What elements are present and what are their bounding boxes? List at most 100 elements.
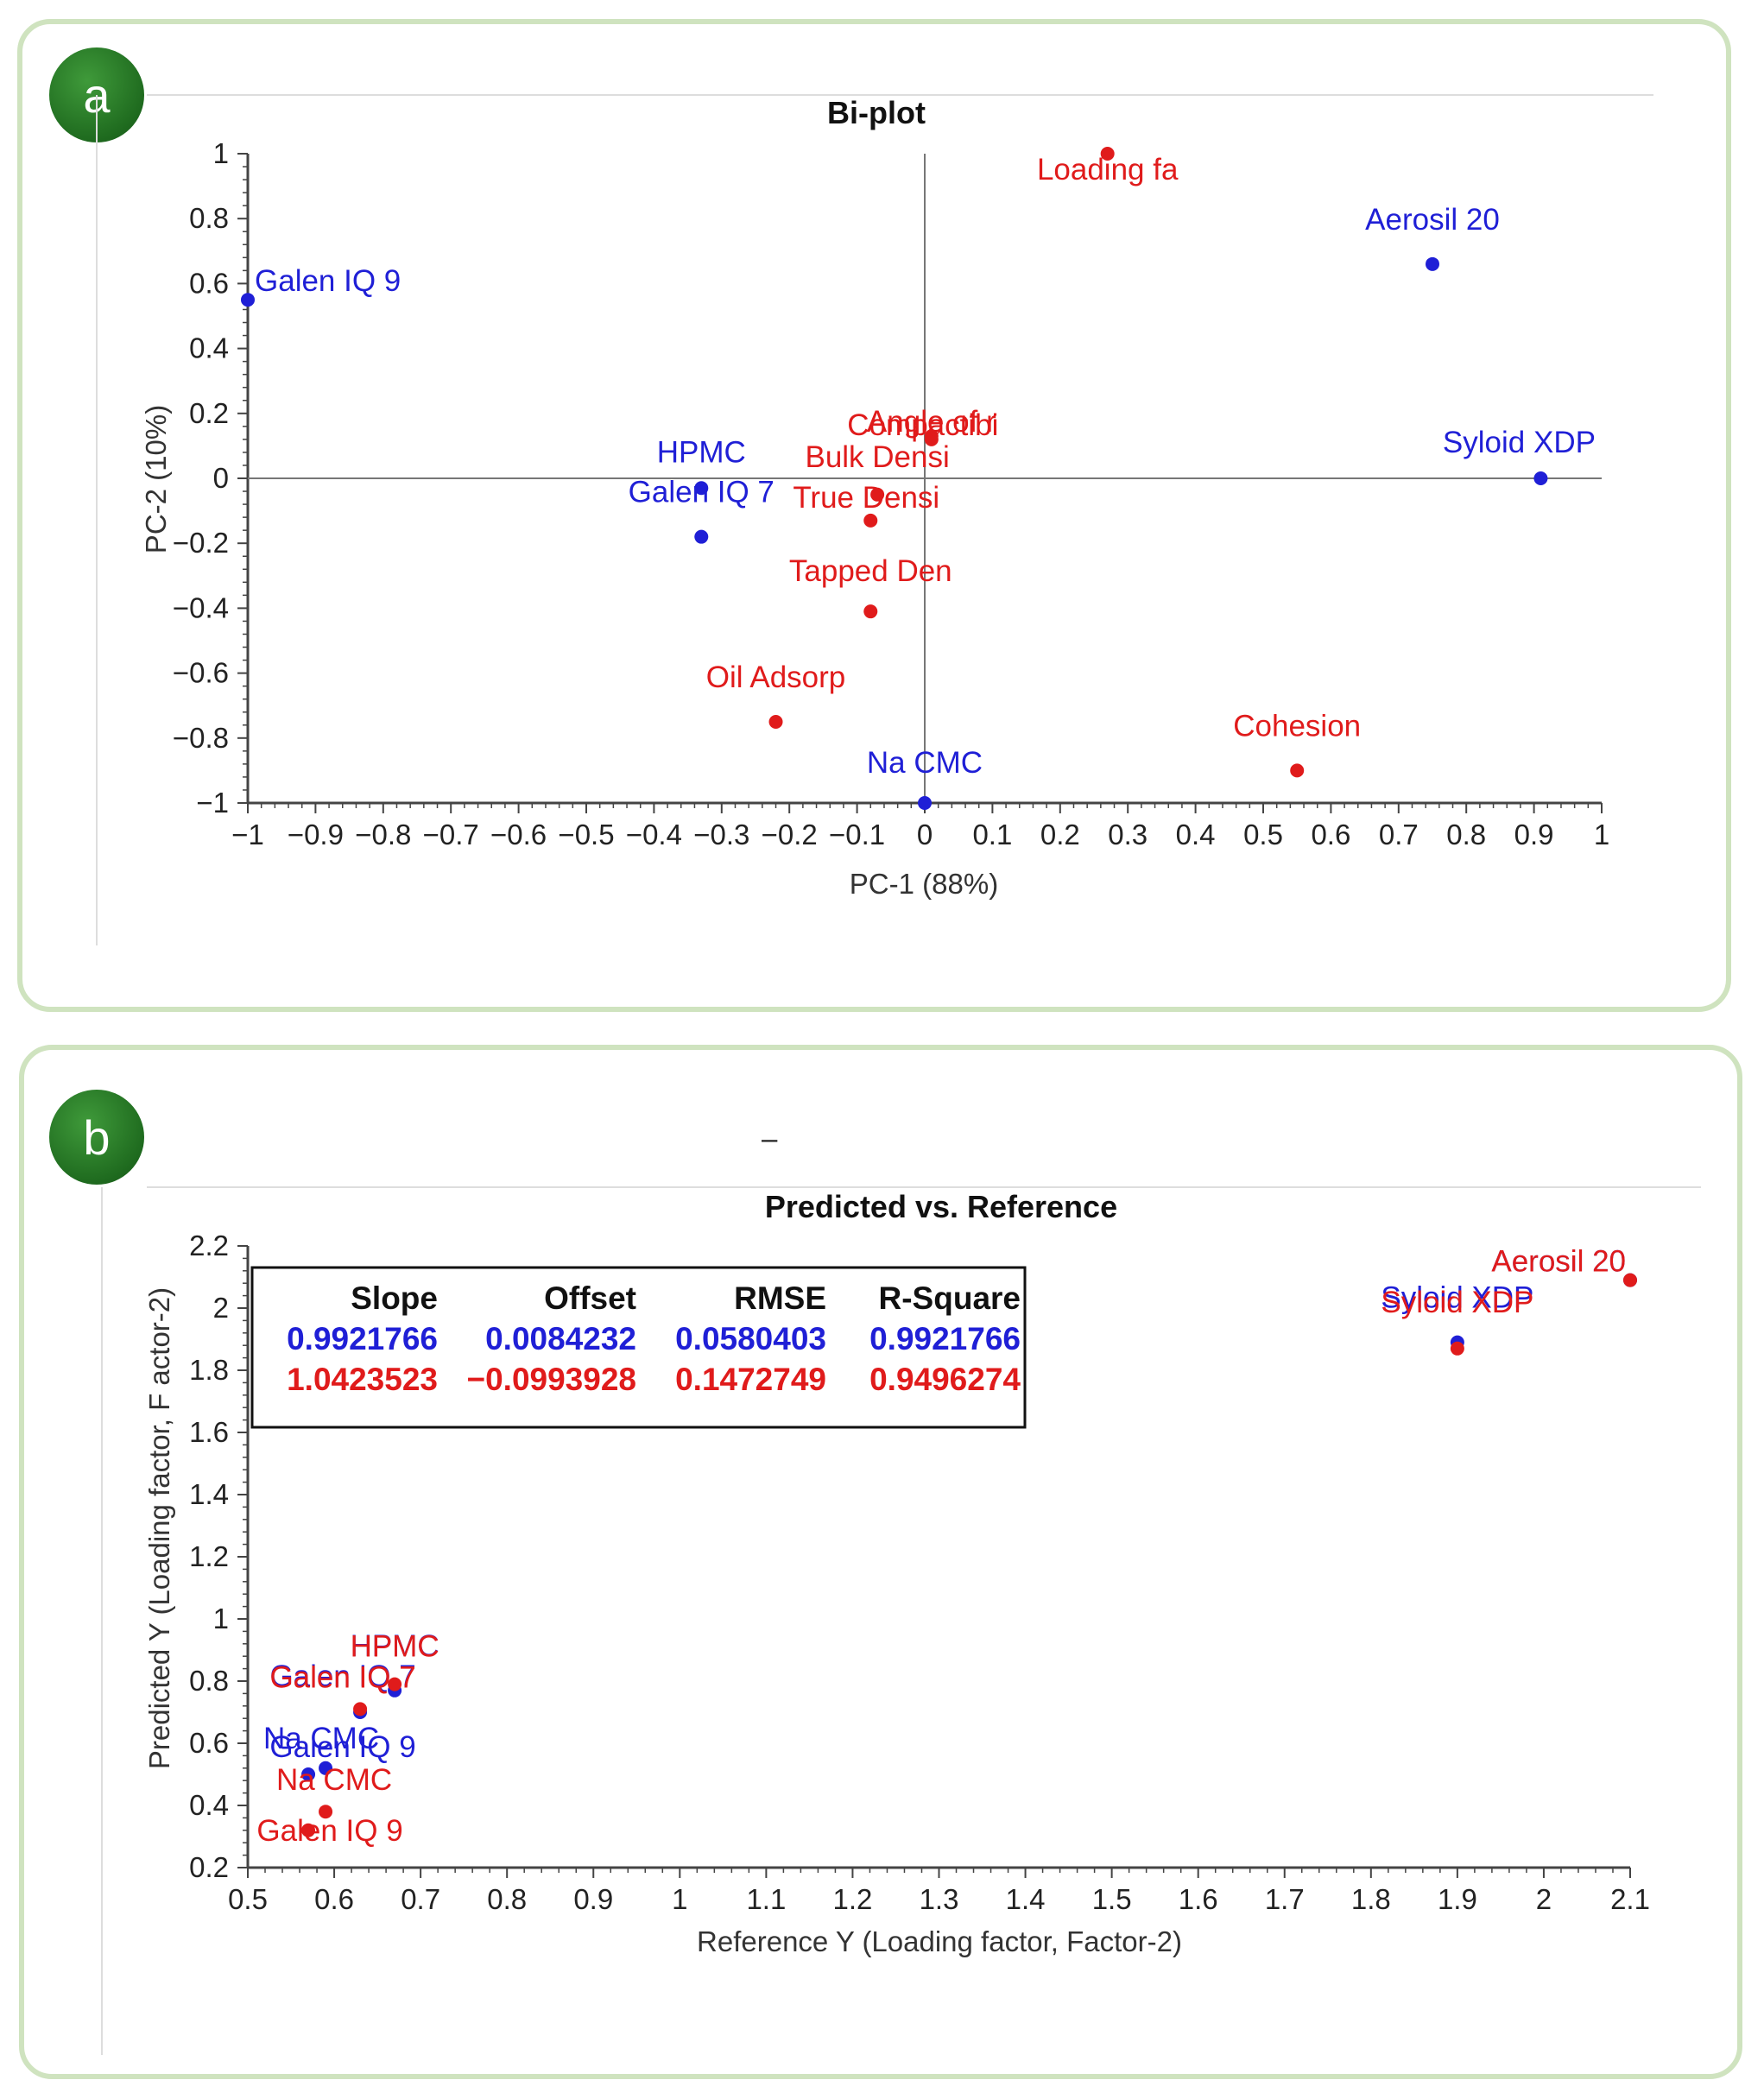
- y-tick-label: −0.6: [173, 657, 229, 689]
- x-tick-label: −0.6: [490, 819, 547, 850]
- x-tick-label: 0.7: [401, 1883, 440, 1915]
- x-tick-label: 2: [1536, 1883, 1552, 1915]
- stats-header: Slope: [351, 1280, 438, 1316]
- panel-b-badge: b: [49, 1090, 144, 1185]
- data-point-loadings: [863, 513, 878, 528]
- stats-header: Offset: [544, 1280, 636, 1316]
- chart-a-title: Bi-plot: [827, 95, 926, 130]
- stats-value: 0.9496274: [869, 1362, 1021, 1397]
- x-tick-label: 1.2: [833, 1883, 873, 1915]
- panel-b: [19, 1045, 1742, 2079]
- chart-b-ylabel: Predicted Y (Loading factor, F actor-2): [143, 1287, 175, 1769]
- data-point-validation: [319, 1805, 333, 1819]
- x-tick-label: 2.1: [1610, 1883, 1650, 1915]
- x-tick-label: 0.1: [972, 819, 1012, 850]
- x-tick-label: 0.8: [487, 1883, 527, 1915]
- data-point-scores: [241, 293, 255, 307]
- point-label: Aerosil 20: [1491, 1245, 1626, 1279]
- panel-b-stray-mark: –: [762, 1122, 778, 1154]
- point-label: Na CMC: [263, 1722, 379, 1755]
- y-tick-label: 2: [213, 1292, 229, 1324]
- point-label: Galen IQ 7: [629, 476, 775, 509]
- point-label: Tapped Den: [789, 554, 952, 588]
- y-tick-label: 1.2: [189, 1540, 229, 1572]
- y-tick-label: 0.6: [189, 1727, 229, 1759]
- point-label: Galen IQ 7: [269, 1660, 415, 1694]
- x-tick-label: −0.9: [288, 819, 344, 850]
- data-point-scores: [694, 481, 709, 496]
- point-label: True Densi: [793, 481, 939, 515]
- x-tick-label: 1.9: [1438, 1883, 1477, 1915]
- x-tick-label: 0.5: [228, 1883, 268, 1915]
- y-tick-label: −0.4: [173, 591, 229, 623]
- x-tick-label: 1.3: [920, 1883, 959, 1915]
- y-tick-label: 0: [213, 462, 229, 494]
- data-point-validation: [301, 1823, 316, 1837]
- chart-b-xlabel: Reference Y (Loading factor, Factor-2): [697, 1925, 1182, 1957]
- x-tick-label: 1.4: [1006, 1883, 1046, 1915]
- y-tick-label: 0.2: [189, 1851, 229, 1883]
- point-label: Aerosil 20: [1365, 203, 1500, 237]
- x-tick-label: 1.5: [1092, 1883, 1132, 1915]
- x-tick-label: 0.2: [1040, 819, 1080, 850]
- point-label: Galen IQ 9: [255, 264, 401, 298]
- y-tick-label: 1: [213, 1603, 229, 1634]
- y-tick-label: 2.2: [189, 1230, 229, 1261]
- x-tick-label: 0: [917, 819, 933, 850]
- point-label: Cohesion: [1233, 709, 1361, 743]
- data-point-scores: [1533, 471, 1548, 485]
- data-point-validation: [388, 1677, 402, 1691]
- x-tick-label: 0.9: [1514, 819, 1554, 850]
- data-point-validation: [1450, 1341, 1464, 1356]
- x-tick-label: 0.4: [1176, 819, 1216, 850]
- x-tick-label: 1: [672, 1883, 687, 1915]
- stats-value: 0.9921766: [287, 1321, 438, 1356]
- point-label: HPMC: [351, 1630, 439, 1664]
- x-tick-label: −0.3: [693, 819, 749, 850]
- point-label: Compactibi: [847, 408, 998, 442]
- point-label: Na CMC: [276, 1763, 392, 1797]
- x-tick-label: 1: [1594, 819, 1609, 850]
- stats-value: 1.0423523: [287, 1362, 438, 1397]
- x-tick-label: 0.6: [1311, 819, 1350, 850]
- chart-a-xlabel: PC-1 (88%): [850, 868, 998, 900]
- data-point-loadings: [1290, 763, 1305, 778]
- data-point-scores: [1426, 256, 1439, 271]
- data-point-calibration: [301, 1767, 316, 1781]
- y-tick-label: 1.4: [189, 1478, 229, 1510]
- x-tick-label: 1.6: [1179, 1883, 1218, 1915]
- point-label: Syloid XDP: [1381, 1286, 1533, 1319]
- point-label: HPMC: [351, 1629, 439, 1663]
- x-tick-label: 0.5: [1243, 819, 1283, 850]
- point-label: Galen IQ 9: [269, 1730, 415, 1764]
- data-point-calibration: [319, 1761, 333, 1775]
- y-tick-label: 0.4: [189, 332, 229, 364]
- x-tick-label: −0.4: [626, 819, 682, 850]
- stats-header: R-Square: [879, 1280, 1021, 1316]
- x-tick-label: 1.8: [1351, 1883, 1391, 1915]
- y-tick-label: 1.8: [189, 1354, 229, 1386]
- data-point-validation: [353, 1702, 368, 1717]
- point-label: Loading fa: [1037, 153, 1179, 187]
- chart-a-plot: −1 −0.9 −0.8 −0.7 −0.6 −0.5 −0.4 −0.3 −0.2 −0.1 0 0…: [173, 137, 1609, 850]
- chart-a-ylabel: PC-2 (10%): [140, 405, 172, 553]
- point-label: Na CMC: [867, 746, 983, 780]
- x-tick-label: −0.8: [355, 819, 411, 850]
- x-tick-label: 1.7: [1265, 1883, 1305, 1915]
- data-point-scores: [918, 796, 932, 810]
- point-label: Oil Adsorp: [706, 661, 845, 694]
- stats-header: RMSE: [734, 1280, 826, 1316]
- x-tick-label: −0.2: [762, 819, 818, 850]
- y-tick-label: 0.8: [189, 1665, 229, 1697]
- stats-box: [250, 1266, 1027, 1429]
- data-point-loadings: [768, 715, 783, 729]
- x-tick-label: 0.9: [573, 1883, 613, 1915]
- x-tick-label: 1.1: [746, 1883, 786, 1915]
- point-label: Syloid XDP: [1381, 1281, 1533, 1315]
- data-point-loadings: [863, 604, 878, 619]
- chart-b-plot: 0.5 0.6 0.7 0.8 0.9 1 1.1 1.2 1.3 1.4 1.5 1.6 1.7 1.8…: [189, 1230, 1650, 1915]
- y-tick-label: −0.2: [173, 527, 229, 559]
- stats-value: −0.0993928: [466, 1362, 636, 1397]
- y-tick-label: 1: [213, 137, 229, 169]
